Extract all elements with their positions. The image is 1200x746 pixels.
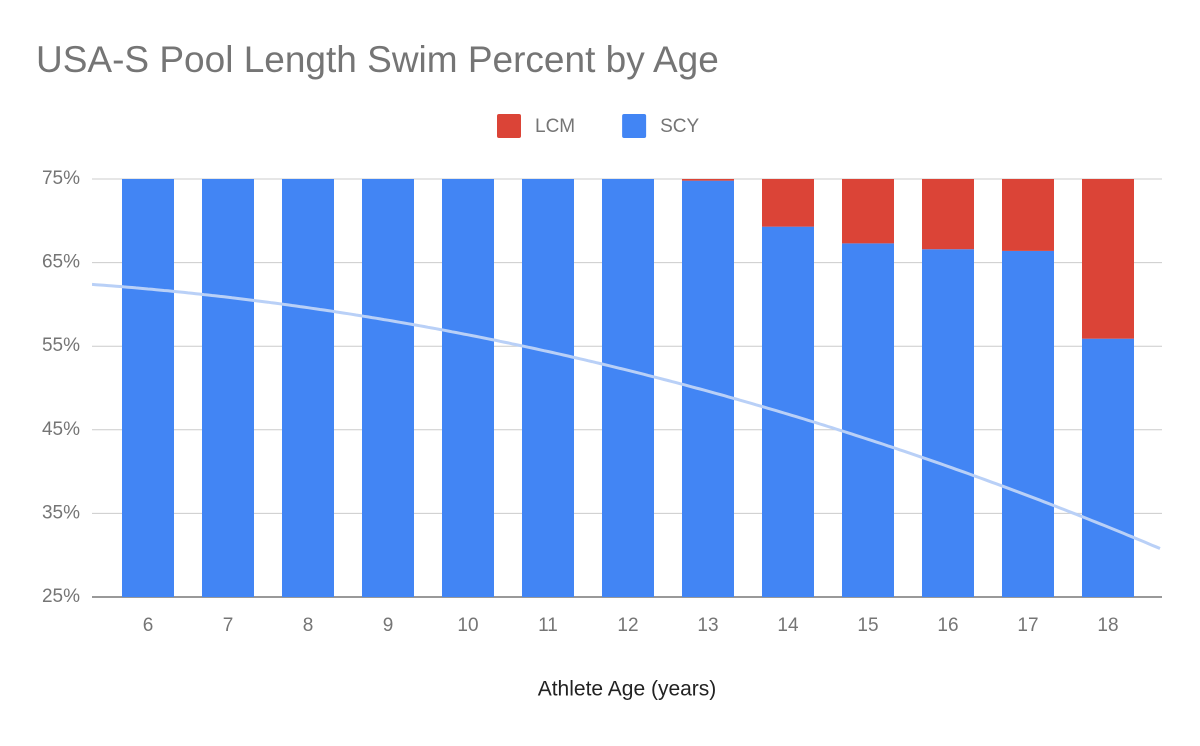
- bar-segment: [842, 243, 894, 597]
- bar-segment: [842, 179, 894, 244]
- x-tick-label: 12: [617, 615, 638, 636]
- bar-segment: [522, 179, 574, 597]
- bar-segment: [282, 179, 334, 597]
- bar-segment: [922, 179, 974, 250]
- bar-segment: [682, 179, 734, 181]
- x-tick-label: 9: [383, 615, 394, 636]
- bar-segment: [762, 179, 814, 227]
- legend-swatch: [622, 114, 647, 138]
- bar-segment: [922, 249, 974, 597]
- x-tick-label: 15: [857, 615, 878, 636]
- legend-label: SCY: [660, 116, 699, 137]
- x-tick-label: 14: [777, 615, 799, 636]
- y-tick-label: 65%: [42, 252, 80, 273]
- bar-segment: [1002, 250, 1054, 597]
- y-tick-label: 25%: [42, 586, 80, 607]
- bar-segment: [602, 0, 654, 169]
- bar-segment: [362, 179, 414, 597]
- bar-segment: [1082, 338, 1134, 597]
- y-tick-label: 75%: [42, 168, 80, 189]
- bar-segment: [1002, 179, 1054, 251]
- bar-segment: [1082, 179, 1134, 339]
- bar-segment: [202, 179, 254, 597]
- x-tick-label: 11: [538, 615, 558, 636]
- y-tick-label: 35%: [42, 502, 80, 523]
- bar-segment: [762, 226, 814, 597]
- y-tick-label: 45%: [42, 419, 80, 440]
- bar-segment: [122, 179, 174, 597]
- legend-label: LCM: [535, 116, 575, 137]
- legend-swatch: [497, 114, 521, 138]
- y-tick-label: 55%: [42, 335, 80, 356]
- x-axis-label: Athlete Age (years): [538, 678, 717, 701]
- x-tick-label: 13: [697, 615, 718, 636]
- x-tick-label: 10: [457, 615, 478, 636]
- x-tick-label: 8: [303, 615, 314, 636]
- x-tick-label: 16: [937, 615, 958, 636]
- chart-title: USA-S Pool Length Swim Percent by Age: [36, 39, 719, 80]
- x-tick-label: 18: [1097, 615, 1118, 636]
- x-tick-label: 7: [223, 615, 234, 636]
- bar-segment: [602, 179, 654, 597]
- trendline: [92, 282, 1161, 550]
- x-tick-label: 6: [143, 615, 154, 636]
- x-tick-label: 17: [1017, 615, 1038, 636]
- bar-segment: [682, 180, 734, 597]
- bar-segment: [442, 179, 494, 597]
